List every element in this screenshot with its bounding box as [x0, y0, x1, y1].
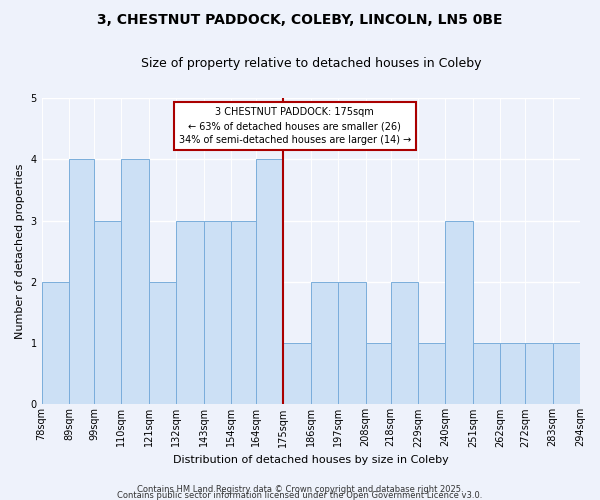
Text: 3, CHESTNUT PADDOCK, COLEBY, LINCOLN, LN5 0BE: 3, CHESTNUT PADDOCK, COLEBY, LINCOLN, LN… [97, 12, 503, 26]
Bar [231, 220, 256, 404]
Bar [311, 282, 338, 405]
Bar [418, 343, 445, 404]
Bar [41, 282, 69, 405]
Bar [500, 343, 525, 404]
X-axis label: Distribution of detached houses by size in Coleby: Distribution of detached houses by size … [173, 455, 449, 465]
Bar [553, 343, 580, 404]
Bar [121, 160, 149, 404]
Bar [365, 343, 391, 404]
Bar [525, 343, 553, 404]
Bar [69, 160, 94, 404]
Text: 3 CHESTNUT PADDOCK: 175sqm
← 63% of detached houses are smaller (26)
34% of semi: 3 CHESTNUT PADDOCK: 175sqm ← 63% of deta… [179, 107, 411, 145]
Bar [473, 343, 500, 404]
Text: Contains HM Land Registry data © Crown copyright and database right 2025.: Contains HM Land Registry data © Crown c… [137, 485, 463, 494]
Bar [391, 282, 418, 405]
Bar [256, 160, 283, 404]
Bar [94, 220, 121, 404]
Bar [283, 343, 311, 404]
Bar [149, 282, 176, 405]
Bar [176, 220, 203, 404]
Text: Contains public sector information licensed under the Open Government Licence v3: Contains public sector information licen… [118, 491, 482, 500]
Y-axis label: Number of detached properties: Number of detached properties [15, 164, 25, 339]
Title: Size of property relative to detached houses in Coleby: Size of property relative to detached ho… [140, 58, 481, 70]
Bar [445, 220, 473, 404]
Bar [338, 282, 365, 405]
Bar [203, 220, 231, 404]
